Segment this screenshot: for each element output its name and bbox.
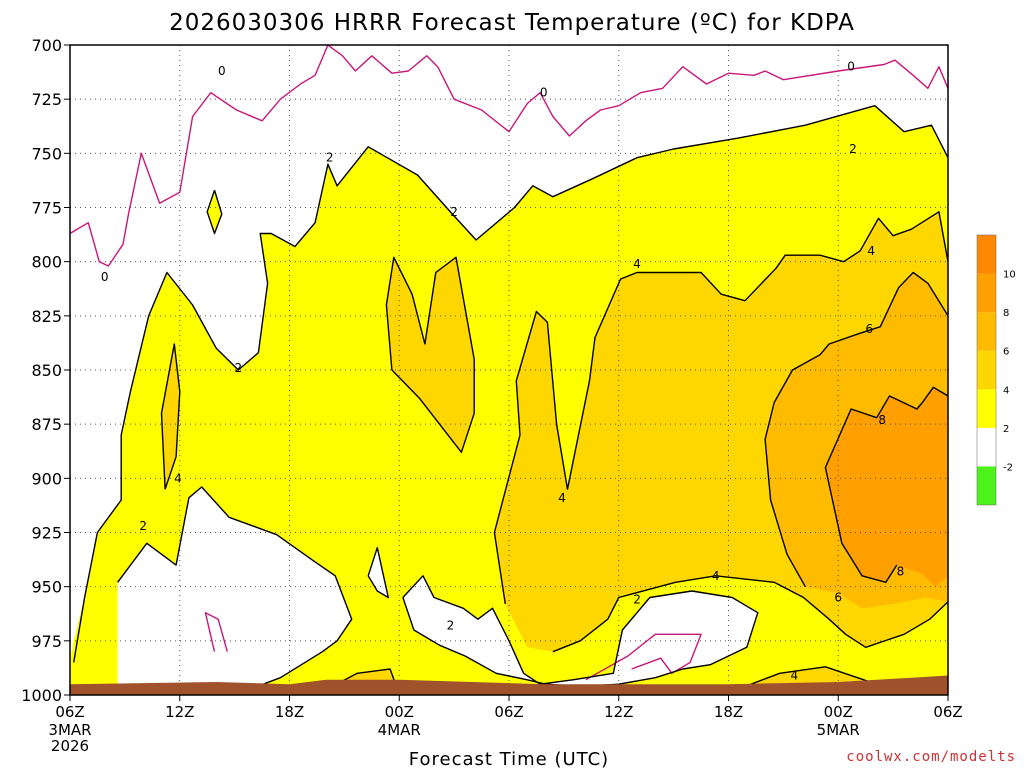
contour-label: 0 <box>847 60 855 74</box>
contour-line <box>73 104 948 663</box>
y-tick-label: 925 <box>31 524 62 543</box>
colorbar: -2 2 4 6 8 10 <box>976 234 1016 506</box>
colorbar-swatch <box>977 389 996 428</box>
contour-line <box>70 45 948 267</box>
contour-line <box>493 211 948 605</box>
contour-label: 2 <box>326 151 334 165</box>
x-tick-date-label: 2026 <box>51 737 89 755</box>
contour-label: 0 <box>218 64 226 78</box>
contour-label: 2 <box>139 519 147 533</box>
x-tick-date-label: 5MAR <box>817 721 860 739</box>
y-tick-label: 800 <box>31 253 62 272</box>
colorbar-label: 2 <box>1003 424 1009 435</box>
contour-label: 4 <box>712 569 720 583</box>
x-tick-label: 12Z <box>165 703 194 721</box>
x-tick-label: 18Z <box>275 703 304 721</box>
temp-region <box>117 487 352 695</box>
y-tick-label: 775 <box>31 199 62 218</box>
contour-line <box>402 575 759 687</box>
x-tick-date-label: 3MAR <box>48 721 91 739</box>
contour-lines <box>70 45 948 695</box>
y-tick-label: 825 <box>31 307 62 326</box>
colorbar-swatch <box>977 350 996 390</box>
x-tick-label: 12Z <box>604 703 633 721</box>
contour-label: 4 <box>791 669 799 683</box>
colorbar-label: 10 <box>1003 270 1016 281</box>
contour-line <box>204 612 228 652</box>
y-tick-label: 875 <box>31 415 62 434</box>
contour-label: 6 <box>834 591 842 605</box>
y-tick-label: 725 <box>31 90 62 109</box>
contour-label: 6 <box>866 322 874 336</box>
x-axis-label: Forecast Time (UTC) <box>409 749 609 768</box>
colorbar-label: 8 <box>1003 308 1009 319</box>
ground-layer <box>70 675 948 695</box>
contour-line <box>585 633 702 681</box>
contour-label: 4 <box>558 491 566 505</box>
contour-line <box>552 575 948 653</box>
contour-line <box>824 386 948 583</box>
colorbar-label: 6 <box>1003 347 1009 358</box>
x-tick-label: 18Z <box>714 703 743 721</box>
contour-label: 2 <box>447 619 455 633</box>
contour-labels: 0 0 0 0 2 2 2 2 2 2 2 4 4 4 4 4 4 6 6 8 8 <box>101 60 904 683</box>
colorbar-swatch <box>977 273 996 313</box>
colorbar-label: 4 <box>1003 385 1009 396</box>
y-tick-label: 750 <box>31 144 62 163</box>
y-tick-label: 850 <box>31 361 62 380</box>
contour-line <box>385 256 475 453</box>
contour-label: 8 <box>878 413 886 427</box>
colorbar-swatch <box>977 427 996 467</box>
temp-region <box>386 257 475 453</box>
contour-line <box>206 189 223 235</box>
temp-region <box>825 387 948 587</box>
y-axis-ticks: 700 725 750 775 800 825 850 875 900 925 950 975 1000 <box>21 36 70 705</box>
contour-label: 4 <box>867 244 875 258</box>
colorbar-swatch <box>977 235 996 274</box>
y-tick-label: 975 <box>31 632 62 651</box>
x-tick-date-label: 4MAR <box>378 721 421 739</box>
colorbar-label: -2 <box>1003 462 1013 473</box>
x-tick-label: 06Z <box>494 703 523 721</box>
contour-label: 0 <box>101 270 109 284</box>
x-tick-label: 06Z <box>55 703 84 721</box>
temp-region <box>161 344 180 490</box>
chart-title: 2026030306 HRRR Forecast Temperature (ºC… <box>169 10 855 36</box>
contour-label: 2 <box>234 361 242 375</box>
colorbar-swatch <box>977 312 996 351</box>
y-tick-label: 1000 <box>21 686 62 705</box>
colorbar-frame <box>976 234 997 506</box>
contour-label: 0 <box>540 86 548 100</box>
credit-text: coolwx.com/modelts <box>846 749 1016 765</box>
contour-line <box>367 547 389 599</box>
contour-label: 8 <box>897 565 905 579</box>
contour-label: 4 <box>174 471 182 485</box>
y-tick-label: 700 <box>31 36 62 55</box>
x-tick-label: 06Z <box>933 703 962 721</box>
grid-lines <box>70 45 948 695</box>
y-tick-label: 900 <box>31 469 62 488</box>
contour-line <box>733 666 877 692</box>
contour-line <box>764 271 948 588</box>
contour-label: 2 <box>450 205 458 219</box>
x-tick-label: 00Z <box>385 703 414 721</box>
x-tick-label: 00Z <box>824 703 853 721</box>
contour-line <box>117 486 353 695</box>
contour-label: 2 <box>849 142 857 156</box>
contour-line <box>160 343 181 490</box>
y-tick-label: 950 <box>31 578 62 597</box>
contour-label: 4 <box>633 257 641 271</box>
contour-label: 2 <box>633 593 641 607</box>
temp-region <box>402 575 758 687</box>
temp-region <box>368 547 389 598</box>
ground-fill <box>70 675 948 695</box>
colorbar-swatch <box>977 466 996 505</box>
